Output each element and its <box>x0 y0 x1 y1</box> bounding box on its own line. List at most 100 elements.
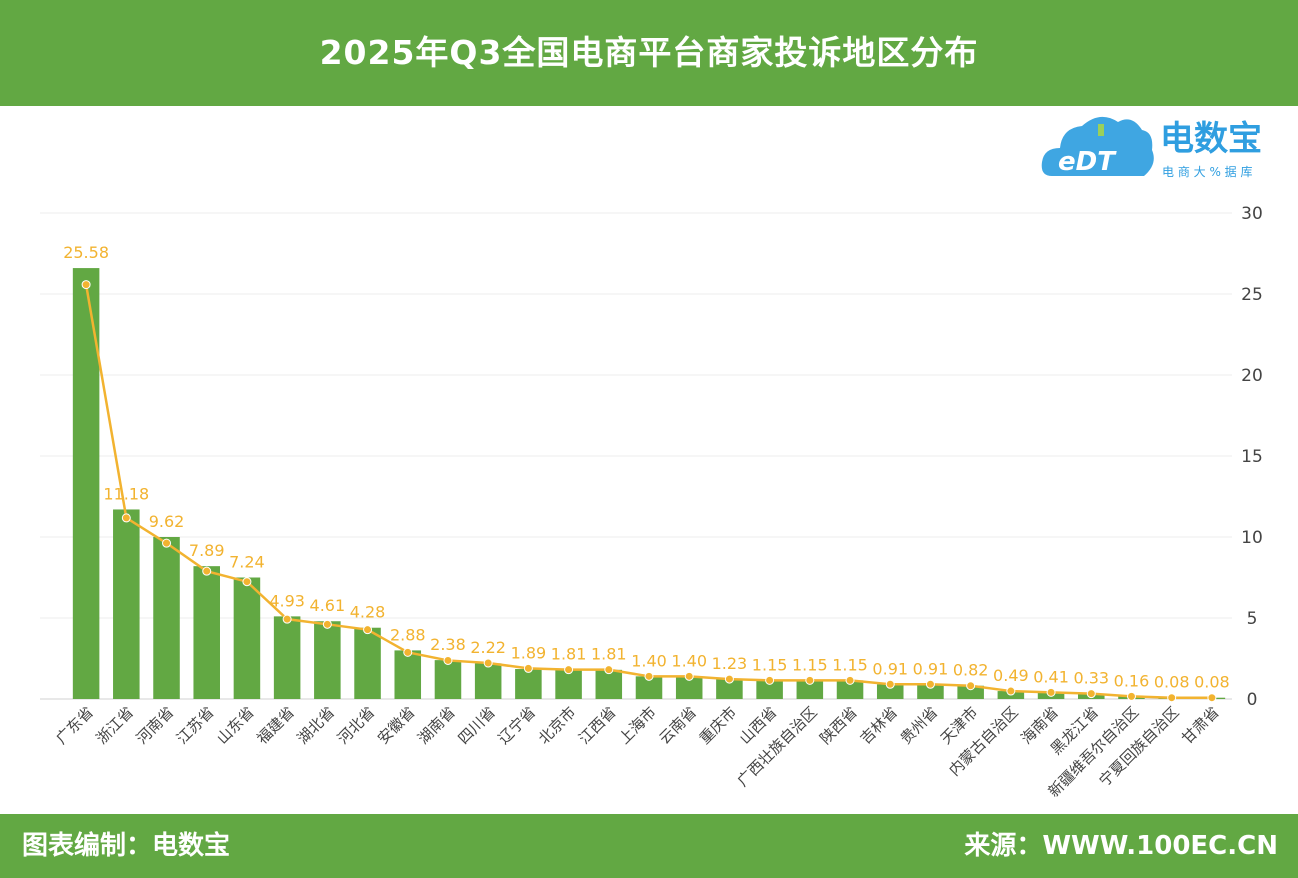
x-tick-label: 甘肃省 <box>1178 703 1223 748</box>
logo: eDT 电数宝 电 商 大 % 据 库 <box>1041 116 1262 179</box>
x-tick-label: 江苏省 <box>173 703 218 748</box>
footer-credit: 图表编制：电数宝 <box>22 831 231 861</box>
bar <box>394 650 422 699</box>
line-point <box>523 663 533 673</box>
line-point <box>81 280 91 290</box>
line-point <box>604 665 614 675</box>
line-point <box>966 681 976 691</box>
x-tick-label: 吉林省 <box>857 703 902 748</box>
data-label: 1.40 <box>631 651 667 670</box>
footer-source: 来源：WWW.100EC.CN <box>964 831 1278 861</box>
bar <box>917 684 944 699</box>
line-point <box>202 566 212 576</box>
x-tick-label: 辽宁省 <box>495 703 540 748</box>
line-point <box>845 675 855 685</box>
line-point <box>162 538 172 548</box>
line-point <box>443 655 453 665</box>
data-label: 1.23 <box>712 654 748 673</box>
line-point <box>322 619 332 629</box>
y-tick-label: 0 <box>1247 690 1258 710</box>
logo-sub-text: 电 商 大 % 据 库 <box>1162 164 1252 179</box>
header-bar: 2025年Q3全国电商平台商家投诉地区分布 <box>0 0 1298 106</box>
line-point <box>1167 693 1177 703</box>
x-tick-label: 山东省 <box>213 703 258 748</box>
line-point <box>564 665 574 675</box>
y-tick-label: 10 <box>1241 528 1263 548</box>
x-tick-label: 贵州省 <box>897 703 942 748</box>
bar <box>675 676 703 699</box>
data-label: 0.49 <box>993 666 1029 685</box>
line-point <box>644 671 654 681</box>
line-point <box>805 675 815 685</box>
x-tick-label: 河南省 <box>133 703 178 748</box>
data-label: 2.22 <box>470 638 506 657</box>
y-tick-label: 25 <box>1241 285 1263 305</box>
x-tick-label: 湖南省 <box>414 703 459 748</box>
data-label: 0.08 <box>1194 673 1230 692</box>
data-label: 4.61 <box>310 596 346 615</box>
data-label: 7.24 <box>229 553 265 572</box>
data-label: 2.38 <box>430 635 466 654</box>
bar <box>273 616 301 699</box>
data-label: 0.91 <box>913 659 949 678</box>
bar <box>354 627 381 699</box>
data-label: 0.82 <box>953 661 989 680</box>
bar <box>193 566 220 699</box>
x-tick-label: 江西省 <box>575 703 620 748</box>
data-label: 9.62 <box>149 512 185 531</box>
line-point <box>363 625 373 635</box>
data-label: 1.40 <box>671 651 707 670</box>
x-tick-label: 四川省 <box>454 703 499 748</box>
x-tick-label: 陕西省 <box>816 703 861 748</box>
data-label: 4.28 <box>350 603 386 622</box>
line-point <box>724 674 734 684</box>
line-point <box>1046 687 1056 697</box>
data-label: 1.15 <box>792 655 828 674</box>
bar <box>555 669 582 699</box>
x-tick-label: 重庆市 <box>696 703 741 748</box>
bar <box>595 669 623 699</box>
x-tick-label: 湖北省 <box>294 703 339 748</box>
cloud-icon <box>1041 116 1154 176</box>
line-point <box>684 671 694 681</box>
data-label: 0.08 <box>1154 673 1190 692</box>
bar <box>474 663 502 699</box>
data-label: 0.91 <box>872 659 908 678</box>
bar <box>515 669 542 699</box>
page-title: 2025年Q3全国电商平台商家投诉地区分布 <box>319 33 979 72</box>
data-label: 1.81 <box>551 645 587 664</box>
bar <box>153 537 180 699</box>
data-label: 1.89 <box>511 643 547 662</box>
bar <box>233 577 261 699</box>
y-tick-label: 5 <box>1247 609 1258 629</box>
bar <box>796 680 824 699</box>
line-point <box>483 658 493 668</box>
logo-mark: eDT <box>1058 147 1117 177</box>
bar <box>756 680 783 699</box>
bar <box>314 621 341 699</box>
data-label: 0.41 <box>1033 667 1069 686</box>
line-point <box>1006 686 1016 696</box>
line-point <box>403 647 413 657</box>
line-point <box>1126 691 1136 701</box>
bar <box>876 684 904 699</box>
line-point <box>765 675 775 685</box>
footer-bar: 图表编制：电数宝 来源：WWW.100EC.CN <box>0 814 1298 878</box>
line-point <box>282 614 292 624</box>
y-tick-label: 30 <box>1241 204 1263 224</box>
y-tick-label: 15 <box>1241 447 1263 467</box>
x-tick-label: 福建省 <box>253 703 298 748</box>
y-tick-label: 20 <box>1241 366 1263 386</box>
bar <box>635 676 663 699</box>
data-label: 0.16 <box>1114 671 1150 690</box>
x-tick-label: 广东省 <box>52 703 97 748</box>
bar <box>716 679 743 699</box>
line-point <box>1086 689 1096 699</box>
bar <box>836 680 864 699</box>
x-tick-label: 云南省 <box>655 703 700 748</box>
x-tick-label: 安徽省 <box>374 703 419 748</box>
line-point <box>242 577 252 587</box>
data-label: 1.81 <box>591 645 627 664</box>
